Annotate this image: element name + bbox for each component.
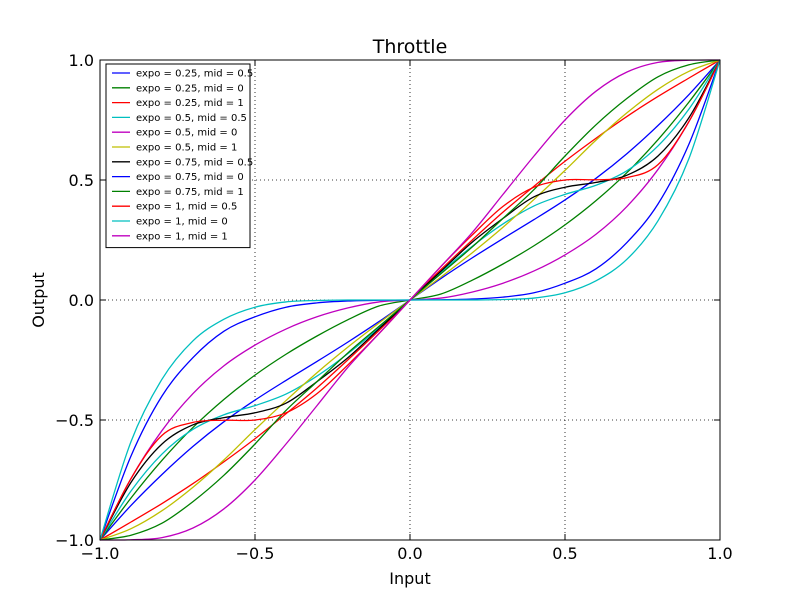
y-tick-label: −1.0 [55,531,94,550]
y-tick-label: 0.5 [69,171,94,190]
y-axis-label: Output [29,272,48,328]
series-line-12 [99,59,721,541]
y-tick-label: −0.5 [55,411,94,430]
legend-entry: expo = 0.75, mid = 1 [136,187,244,198]
x-tick-label: 1.0 [707,544,732,563]
legend-entry: expo = 0.5, mid = 0 [136,128,237,139]
legend: expo = 0.25, mid = 0.5 expo = 0.25, mid =… [105,63,253,249]
tick-layer: −1.0 −0.5 0.0 0.5 1.0 −1.0 −0.5 0.0 0.5 1.0 [55,51,733,563]
legend-box [105,63,251,249]
x-axis-label: Input [389,569,430,588]
legend-entry: expo = 0.25, mid = 0.5 [136,69,253,80]
legend-entry: expo = 1, mid = 1 [136,231,228,242]
legend-entry: expo = 1, mid = 0 [136,217,228,228]
legend-entry: expo = 0.75, mid = 0 [136,172,244,183]
series-layer [99,59,721,541]
legend-entry: expo = 0.75, mid = 0.5 [136,157,253,168]
x-tick-label: −0.5 [236,544,275,563]
legend-entry: expo = 0.5, mid = 0.5 [136,113,247,124]
legend-entry: expo = 0.25, mid = 0 [136,83,244,94]
x-tick-label: −1.0 [81,544,120,563]
y-tick-label: 0.0 [69,291,94,310]
x-tick-label: 0.5 [552,544,577,563]
x-tick-label: 0.0 [397,544,422,563]
y-tick-label: 1.0 [69,51,94,70]
legend-entry: expo = 0.25, mid = 1 [136,98,244,109]
legend-entry: expo = 0.5, mid = 1 [136,143,237,154]
legend-entry: expo = 1, mid = 0.5 [136,202,237,213]
chart-title: Throttle [372,36,448,58]
